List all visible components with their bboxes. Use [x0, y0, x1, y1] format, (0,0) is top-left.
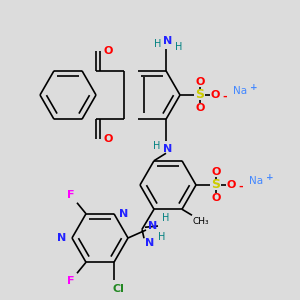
Text: O: O	[211, 167, 221, 177]
Text: O: O	[226, 180, 236, 190]
Text: -: -	[223, 92, 227, 102]
Text: H: H	[154, 39, 162, 49]
Text: F: F	[67, 276, 75, 286]
Text: CH₃: CH₃	[193, 217, 209, 226]
Text: N: N	[148, 221, 158, 231]
Text: -: -	[239, 182, 243, 192]
Text: O: O	[210, 90, 220, 100]
Text: N: N	[164, 144, 172, 154]
Text: Na: Na	[233, 86, 247, 96]
Text: O: O	[195, 103, 205, 113]
Text: F: F	[67, 190, 75, 200]
Text: Cl: Cl	[112, 284, 124, 294]
Text: O: O	[103, 46, 113, 56]
Text: N: N	[57, 233, 67, 243]
Text: S: S	[212, 178, 220, 191]
Text: N: N	[164, 36, 172, 46]
Text: H: H	[153, 141, 161, 151]
Text: +: +	[250, 82, 258, 91]
Text: H: H	[162, 213, 170, 223]
Text: O: O	[211, 193, 221, 203]
Text: N: N	[119, 209, 129, 219]
Text: O: O	[195, 77, 205, 87]
Text: +: +	[266, 172, 274, 182]
Text: O: O	[103, 134, 113, 144]
Text: H: H	[175, 42, 183, 52]
Text: Na: Na	[249, 176, 263, 186]
Text: H: H	[158, 232, 166, 242]
Text: N: N	[146, 238, 154, 248]
Text: S: S	[196, 88, 205, 101]
